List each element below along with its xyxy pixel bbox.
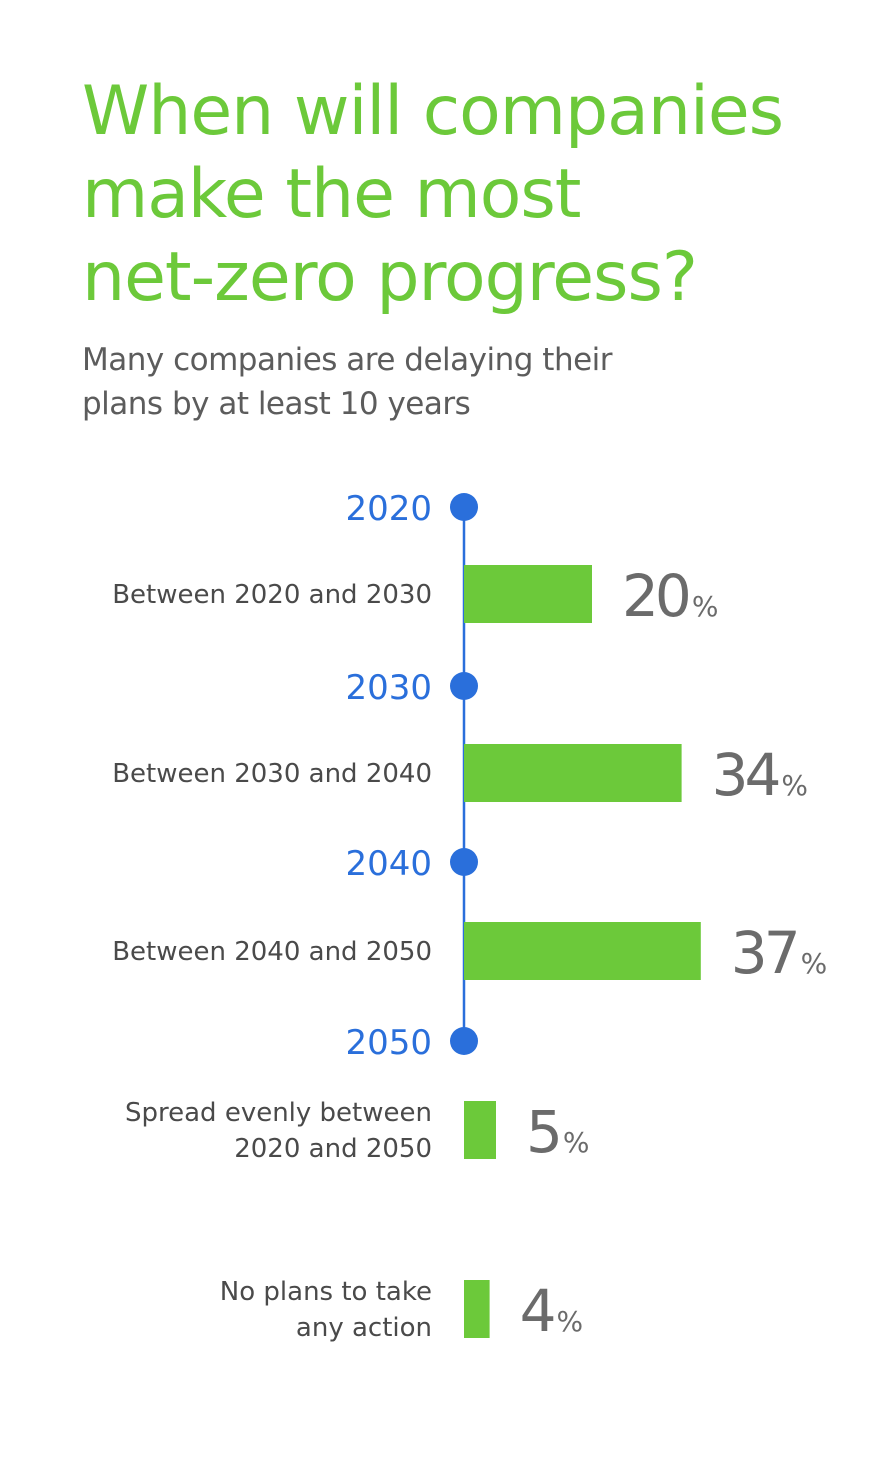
subtitle-line-2: plans by at least 10 years	[82, 386, 471, 422]
value-number: 4	[520, 1277, 554, 1345]
timeline-marker-dot	[450, 848, 478, 876]
timeline-marker-dot	[450, 672, 478, 700]
bars: Between 2020 and 2030 20 % Between 2030 and…	[112, 562, 827, 1345]
bar	[464, 1280, 490, 1338]
timeline-marker-label: 2020	[345, 489, 432, 529]
subtitle-line-1: Many companies are delaying their	[82, 342, 613, 378]
title-line-2: make the most	[82, 155, 581, 234]
bar	[464, 922, 701, 980]
timeline: 2020 2030 2040 2050	[345, 489, 478, 1063]
bar	[464, 744, 682, 802]
value-unit: %	[557, 1305, 584, 1338]
bar	[464, 565, 592, 623]
category-label: Between 2040 and 2050	[112, 937, 432, 967]
value-number: 20	[622, 562, 689, 630]
timeline-marker-dot	[450, 1027, 478, 1055]
value-number: 37	[731, 919, 797, 987]
value-label: 4%	[520, 1277, 584, 1345]
value-label: 5%	[526, 1098, 590, 1166]
value-unit: %	[781, 769, 808, 802]
category-label: Between 2020 and 2030	[112, 580, 432, 610]
value-label: 37%	[731, 919, 827, 987]
title-line-3: net-zero progress?	[82, 238, 698, 317]
value-label: 34%	[712, 741, 808, 809]
category-label: any action	[296, 1313, 432, 1343]
category-label: 2020 and 2050	[234, 1134, 432, 1164]
value-unit: %	[563, 1126, 590, 1159]
title-line-1: When will companies	[82, 72, 784, 151]
bar	[464, 1101, 496, 1159]
value-unit: %	[692, 590, 719, 623]
timeline-marker-label: 2030	[345, 668, 432, 708]
timeline-marker-label: 2040	[345, 844, 432, 884]
value-number: 5	[526, 1098, 559, 1166]
category-label: No plans to take	[220, 1277, 432, 1307]
timeline-marker-label: 2050	[345, 1023, 432, 1063]
category-label: Between 2030 and 2040	[112, 759, 432, 789]
value-number: 34	[712, 741, 779, 809]
timeline-marker-dot	[450, 493, 478, 521]
category-label: Spread evenly between	[125, 1098, 432, 1128]
value-label: 20%	[622, 562, 718, 630]
value-unit: %	[801, 947, 828, 980]
